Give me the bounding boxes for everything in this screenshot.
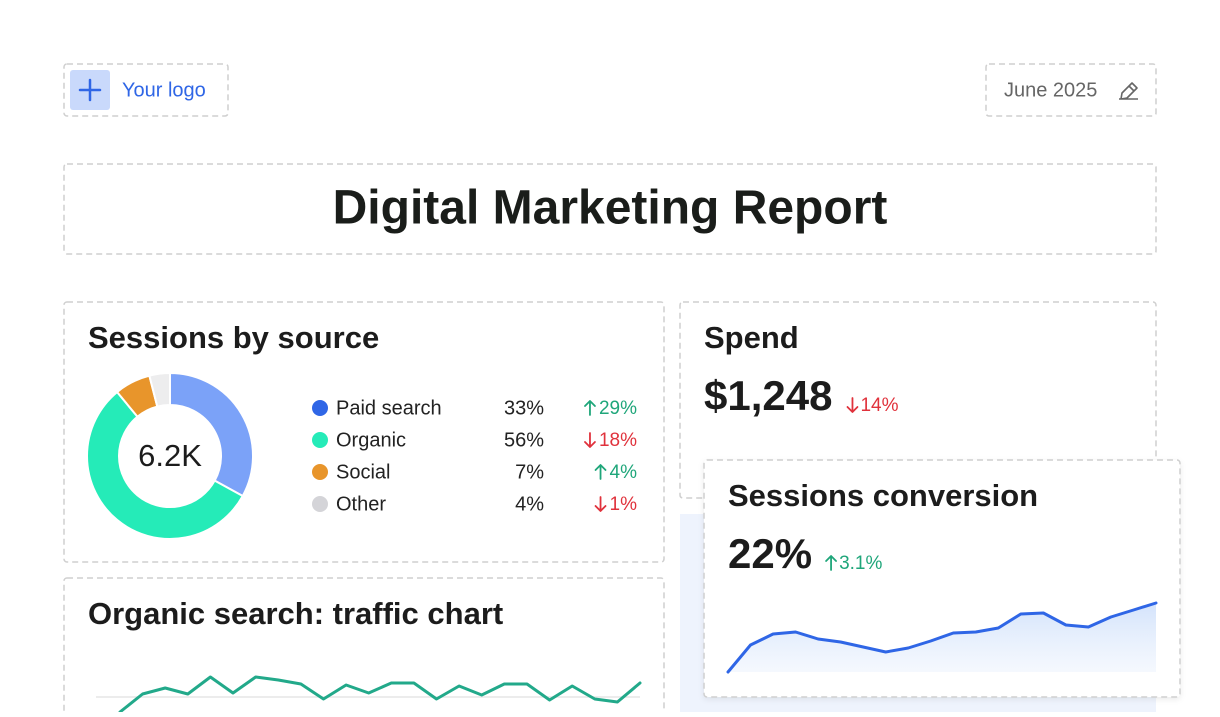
plus-icon bbox=[78, 78, 102, 102]
line-chart bbox=[118, 675, 642, 714]
change-text: 1% bbox=[610, 494, 638, 515]
donut-total: 6.2K bbox=[138, 438, 202, 473]
donut-chart bbox=[86, 371, 254, 540]
share-label: 7% bbox=[515, 461, 544, 483]
date-box[interactable] bbox=[985, 63, 1157, 117]
arrow-icon bbox=[594, 496, 607, 512]
arrow-icon bbox=[584, 400, 596, 416]
edit-icon[interactable] bbox=[1119, 82, 1138, 100]
spend-value: $1,248 bbox=[704, 372, 832, 419]
change: 3.1% bbox=[825, 553, 882, 574]
card-title: Organic search: traffic chart bbox=[88, 596, 503, 631]
change-text: 29% bbox=[599, 398, 637, 419]
legend-label: Organic bbox=[336, 429, 406, 451]
organic-card bbox=[63, 577, 665, 717]
change-text: 4% bbox=[610, 462, 638, 483]
card-title: Spend bbox=[704, 320, 799, 355]
legend-dot bbox=[312, 496, 328, 512]
arrow-icon bbox=[825, 555, 837, 571]
arrow-icon bbox=[594, 464, 607, 480]
card-title: Sessions conversion bbox=[728, 478, 1038, 513]
legend-dot bbox=[312, 464, 328, 480]
logo-text[interactable]: Your logo bbox=[122, 79, 206, 101]
share-label: 33% bbox=[504, 397, 544, 419]
change-text: 18% bbox=[599, 430, 637, 451]
arrow-icon bbox=[584, 432, 596, 448]
conversion-value: 22% bbox=[728, 530, 812, 577]
line bbox=[118, 675, 642, 714]
legend-dot bbox=[312, 400, 328, 416]
legend-dot bbox=[312, 432, 328, 448]
share-label: 56% bbox=[504, 429, 544, 451]
share-label: 4% bbox=[515, 493, 544, 515]
area-chart bbox=[726, 601, 1158, 674]
donut-segment bbox=[148, 371, 171, 408]
card-title: Sessions by source bbox=[88, 320, 379, 355]
change: 14% bbox=[846, 395, 899, 416]
title-box bbox=[63, 163, 1157, 255]
donut-segment bbox=[86, 390, 245, 540]
legend-label: Other bbox=[336, 493, 386, 515]
area-line bbox=[726, 601, 1158, 674]
legend-label: Social bbox=[336, 461, 390, 483]
change-text: 3.1% bbox=[839, 553, 882, 574]
donut-segment bbox=[169, 371, 254, 498]
arrow-icon bbox=[846, 397, 859, 413]
legend-label: Paid search bbox=[336, 397, 442, 419]
report-title: Digital Marketing Report bbox=[333, 182, 888, 235]
date[interactable]: June 2025 bbox=[1004, 79, 1097, 101]
change-text: 14% bbox=[860, 395, 898, 416]
legend: Paid search 33% 29% Organic 56% 18% Social 7% 4%… bbox=[312, 397, 637, 515]
